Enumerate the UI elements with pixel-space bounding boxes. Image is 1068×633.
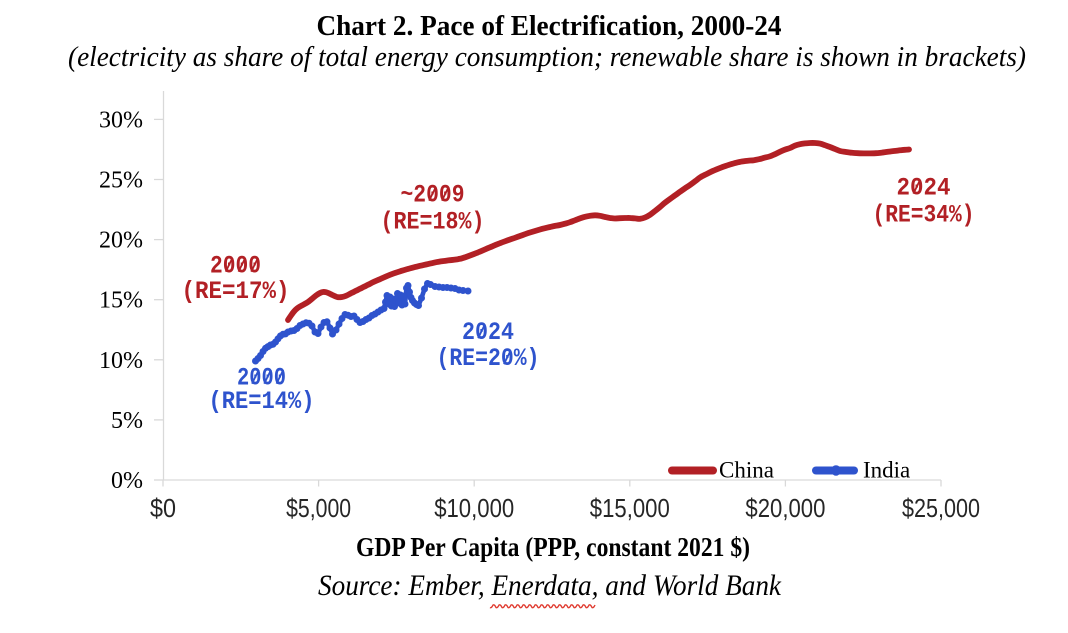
- svg-text:(RE=20%): (RE=20%): [437, 344, 540, 373]
- svg-text:(RE=18%): (RE=18%): [381, 208, 485, 237]
- svg-text:$5,000: $5,000: [286, 493, 351, 523]
- svg-text:(RE=17%): (RE=17%): [182, 277, 290, 306]
- svg-text:GDP Per Capita (PPP, constant: GDP Per Capita (PPP, constant 2021 $): [356, 532, 750, 562]
- svg-text:Source: Ember, Enerdata, and W: Source: Ember, Enerdata, and World Bank: [318, 569, 782, 602]
- svg-text:15%: 15%: [99, 288, 143, 314]
- svg-text:$0: $0: [150, 493, 176, 523]
- svg-text:(RE=14%): (RE=14%): [209, 387, 315, 416]
- svg-text:2000: 2000: [210, 252, 261, 281]
- svg-text:30%: 30%: [99, 107, 143, 133]
- svg-text:India: India: [863, 458, 910, 483]
- svg-text:$25,000: $25,000: [902, 493, 980, 523]
- svg-text:$15,000: $15,000: [590, 493, 670, 523]
- svg-text:25%: 25%: [99, 168, 143, 194]
- svg-text:20%: 20%: [99, 228, 143, 254]
- svg-text:2024: 2024: [897, 174, 951, 203]
- svg-text:(RE=34%): (RE=34%): [873, 201, 975, 230]
- svg-text:$10,000: $10,000: [434, 493, 514, 523]
- svg-text:0%: 0%: [111, 468, 143, 494]
- svg-text:China: China: [719, 458, 774, 483]
- svg-text:$20,000: $20,000: [745, 493, 825, 523]
- svg-text:5%: 5%: [111, 408, 143, 434]
- svg-text:(electricity as share of total: (electricity as share of total energy co…: [68, 41, 1026, 73]
- svg-text:2000: 2000: [237, 364, 286, 393]
- svg-text:10%: 10%: [99, 348, 143, 374]
- svg-text:Chart 2. Pace of Electrificati: Chart 2. Pace of Electrification, 2000-2…: [317, 10, 782, 42]
- svg-text:2024: 2024: [462, 318, 514, 347]
